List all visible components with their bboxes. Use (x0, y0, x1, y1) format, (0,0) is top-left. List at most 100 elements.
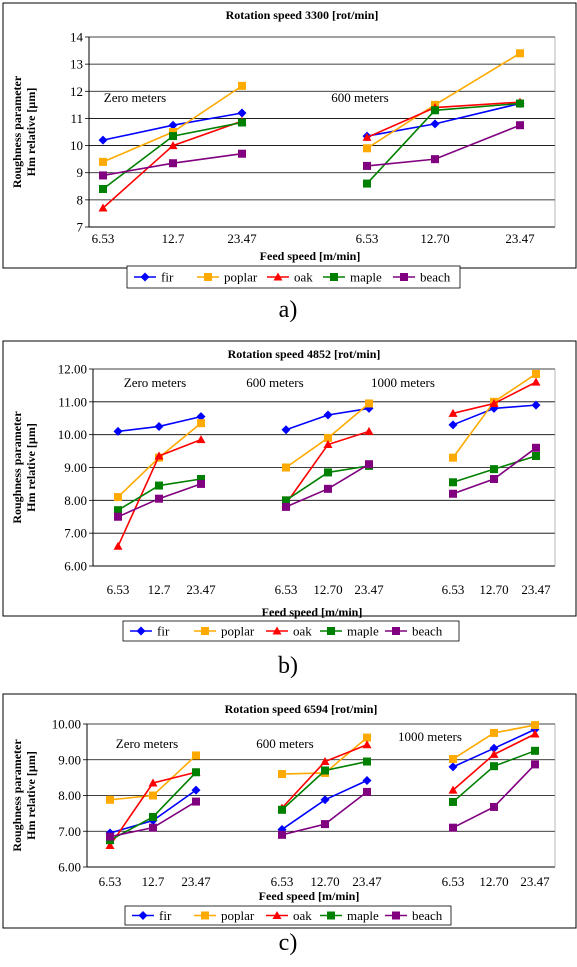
data-point-beach (431, 155, 439, 164)
x-axis-label: Feed speed [m/min] (262, 605, 363, 619)
y-tick-label: 12.00 (58, 362, 87, 377)
legend-marker-oak (273, 272, 283, 281)
panel-label: b) (278, 653, 298, 679)
data-point-poplar (449, 453, 457, 462)
legend-marker-maple (330, 273, 338, 281)
data-point-maple (490, 762, 498, 771)
legend: fir poplar oak maple beach (126, 265, 461, 289)
data-point-fir (320, 795, 330, 805)
data-point-poplar (169, 128, 177, 136)
y-tick-label: 14 (70, 30, 84, 45)
x-tick-label: 23.47 (520, 874, 550, 889)
data-point-poplar (278, 770, 286, 779)
data-point-beach (197, 479, 205, 488)
y-tick-label: 8.00 (58, 788, 81, 803)
legend-label-beach: beach (412, 624, 443, 639)
chart-frame (2, 2, 577, 269)
x-tick-label: 12.7 (148, 582, 171, 597)
y-axis-label: Hm relative [µm] (24, 751, 38, 840)
data-point-beach (531, 760, 539, 769)
data-point-oak (489, 398, 499, 407)
legend-box (122, 620, 460, 642)
chart-title: Rotation speed 6594 [rot/min] (225, 702, 378, 716)
data-point-beach (532, 443, 540, 452)
data-point-poplar (106, 795, 114, 804)
data-point-maple (531, 746, 539, 755)
data-point-beach (324, 484, 332, 493)
x-tick-label: 23.47 (505, 231, 535, 246)
data-point-poplar (114, 493, 122, 502)
legend-label-poplar: poplar (221, 624, 255, 639)
data-point-maple (114, 506, 122, 515)
data-point-fir (448, 762, 458, 772)
y-tick-label: 8.00 (64, 493, 87, 508)
x-tick-label: 23.47 (186, 582, 216, 597)
chart-frame (2, 693, 577, 929)
data-point-oak (105, 841, 115, 850)
data-point-beach (321, 820, 329, 829)
data-point-beach (449, 823, 457, 832)
y-axis-label: Roughness parameter (10, 75, 24, 188)
data-point-beach (363, 787, 371, 796)
legend-label-beach: beach (412, 908, 443, 923)
y-tick-label: 7 (77, 220, 84, 235)
data-point-beach (238, 149, 246, 158)
data-point-oak (320, 757, 330, 766)
y-tick-label: 8 (77, 192, 84, 207)
legend-marker-fir (140, 272, 150, 282)
data-point-fir (237, 108, 247, 118)
y-tick-label: 13 (70, 57, 83, 72)
y-axis-label: Roughness parameter (10, 411, 24, 524)
data-point-maple (431, 106, 439, 115)
data-point-oak (196, 435, 206, 444)
legend-marker-maple (327, 627, 335, 635)
legend-marker-oak (272, 911, 282, 919)
x-tick-label: 6.53 (442, 874, 465, 889)
y-tick-label: 10.00 (52, 717, 81, 732)
data-point-poplar (532, 369, 540, 378)
data-point-beach (169, 159, 177, 168)
group-label: 600 meters (246, 375, 303, 390)
data-point-beach (99, 171, 107, 180)
x-tick-label: 6.53 (271, 874, 294, 889)
data-point-maple (324, 468, 332, 477)
data-point-poplar (99, 157, 107, 166)
data-point-fir (113, 426, 123, 436)
x-tick-label: 23.47 (521, 582, 551, 597)
data-point-beach (363, 161, 371, 170)
data-point-maple (516, 99, 524, 108)
data-point-poplar (363, 144, 371, 153)
group-label: Zero meters (124, 375, 186, 390)
x-tick-label: 12.7 (142, 874, 165, 889)
data-point-maple (99, 185, 107, 193)
data-point-beach (155, 494, 163, 503)
legend-marker-poplar (201, 911, 209, 920)
data-point-fir (448, 420, 458, 430)
data-point-poplar (363, 733, 371, 742)
data-point-poplar (238, 81, 246, 90)
data-point-poplar (449, 755, 457, 764)
data-point-oak (362, 740, 372, 749)
data-point-beach (106, 832, 114, 841)
data-point-poplar (282, 463, 290, 472)
legend-label-oak: oak (293, 908, 312, 923)
data-point-oak (530, 729, 540, 738)
y-tick-label: 7.00 (64, 526, 87, 541)
data-point-oak (323, 440, 333, 449)
data-point-maple (192, 768, 200, 777)
data-point-beach (490, 802, 498, 811)
data-point-maple (490, 465, 498, 474)
x-tick-label: 12.70 (420, 231, 449, 246)
y-tick-label: 11.00 (58, 394, 87, 409)
panel-label: c) (279, 930, 298, 956)
data-point-fir (430, 119, 440, 129)
x-axis-label: Feed speed [m/min] (259, 889, 360, 903)
data-point-fir (98, 135, 108, 145)
legend-label-maple: maple (347, 624, 379, 639)
chart-frame (2, 340, 577, 617)
data-point-poplar (324, 433, 332, 442)
chart-panel-b: Rotation speed 4852 [rot/min] 6.00 7.00 8.0… (2, 340, 577, 679)
data-point-oak (362, 132, 372, 141)
data-point-poplar (365, 399, 373, 408)
data-point-fir (154, 421, 164, 431)
